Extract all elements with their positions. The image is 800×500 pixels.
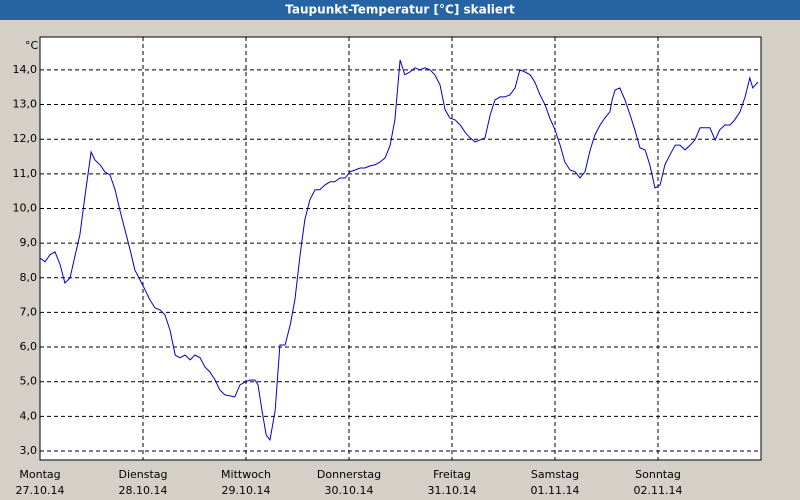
title-bar bbox=[0, 0, 800, 20]
y-tick-label: 8,0 bbox=[20, 271, 38, 284]
y-tick-label: 3,0 bbox=[20, 444, 38, 457]
x-tick-label: Dienstag bbox=[118, 468, 167, 481]
unit-label: °C bbox=[25, 39, 39, 52]
x-tick-date: 27.10.14 bbox=[16, 484, 65, 497]
y-tick-label: 11,0 bbox=[13, 167, 38, 180]
x-tick-label: Samstag bbox=[531, 468, 579, 481]
x-tick-date: 02.11.14 bbox=[634, 484, 683, 497]
x-tick-label: Freitag bbox=[433, 468, 471, 481]
x-tick-date: 30.10.14 bbox=[325, 484, 374, 497]
y-tick-label: 6,0 bbox=[20, 340, 38, 353]
y-tick-label: 7,0 bbox=[20, 305, 38, 318]
y-tick-label: 9,0 bbox=[20, 236, 38, 249]
y-tick-label: 10,0 bbox=[13, 201, 38, 214]
y-tick-label: 13,0 bbox=[13, 98, 38, 111]
x-tick-label: Sonntag bbox=[635, 468, 681, 481]
data-line bbox=[39, 59, 759, 442]
x-tick-date: 01.11.14 bbox=[531, 484, 580, 497]
y-tick-label: 14,0 bbox=[13, 63, 38, 76]
x-tick-label: Donnerstag bbox=[317, 468, 381, 481]
y-tick-label: 4,0 bbox=[20, 409, 38, 422]
x-tick-date: 28.10.14 bbox=[119, 484, 168, 497]
x-tick-date: 29.10.14 bbox=[222, 484, 271, 497]
x-tick-date: 31.10.14 bbox=[428, 484, 477, 497]
y-tick-label: 5,0 bbox=[20, 375, 38, 388]
plot-area bbox=[39, 36, 762, 461]
chart-title: Taupunkt-Temperatur [°C] skaliert bbox=[285, 3, 515, 17]
y-tick-label: 12,0 bbox=[13, 132, 38, 145]
x-tick-label: Mittwoch bbox=[221, 468, 271, 481]
x-tick-label: Montag bbox=[19, 468, 60, 481]
